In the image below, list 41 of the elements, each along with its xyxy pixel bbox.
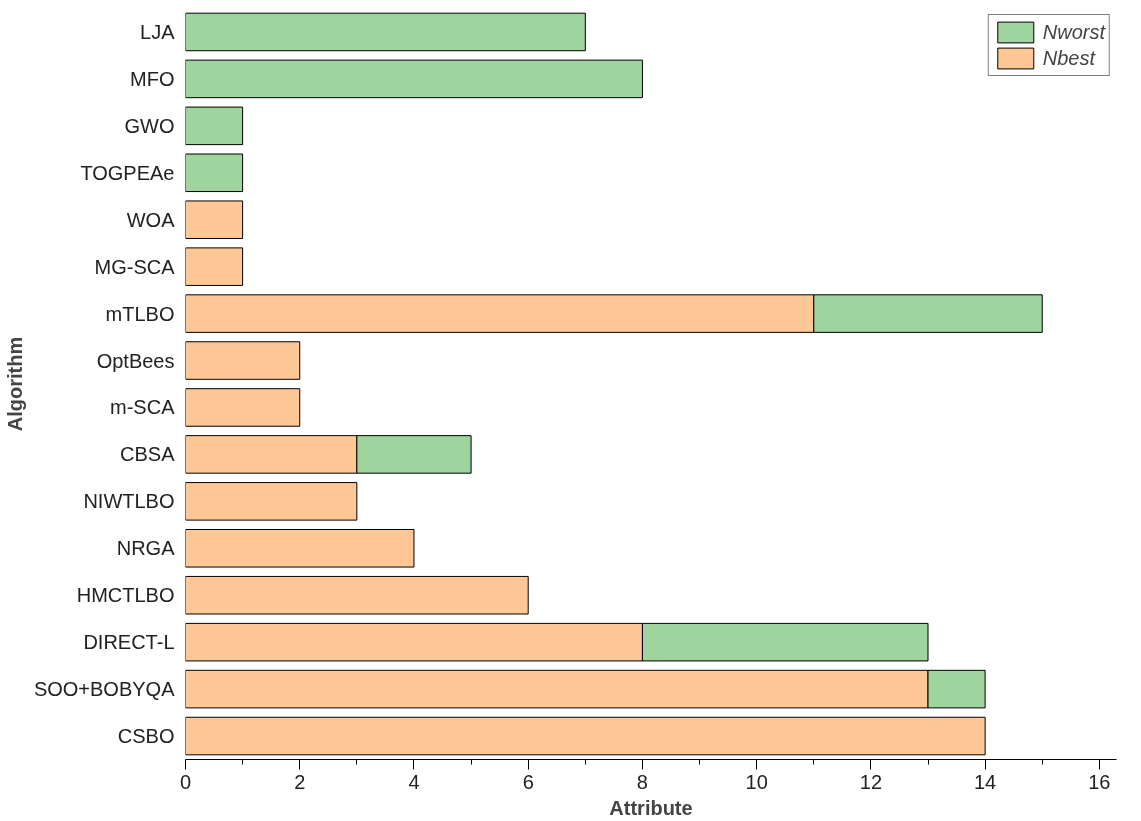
x-tick-label: 16 [1088, 770, 1111, 793]
x-tick-label: 2 [294, 770, 306, 793]
y-tick-label: m-SCA [110, 396, 176, 419]
bar [185, 341, 301, 380]
bar [185, 575, 529, 615]
y-tick-label: CSBO [117, 725, 175, 748]
y-tick-label: HMCTLBO [76, 584, 175, 607]
bar [185, 12, 586, 52]
y-tick-label: mTLBO [105, 302, 175, 325]
bar [185, 59, 643, 99]
y-tick-label: CBSA [120, 443, 176, 466]
x-tick-label: 10 [745, 770, 768, 793]
legend-label: Nbest [1042, 46, 1096, 70]
x-tick-label: 8 [636, 770, 648, 793]
bar [185, 388, 301, 427]
legend-label: Nworst [1042, 20, 1105, 44]
bar [185, 153, 244, 193]
x-tick-label: 14 [974, 770, 997, 793]
y-axis-title: Algorithm [3, 336, 26, 432]
y-tick-label: NRGA [116, 537, 176, 560]
y-tick-label: MFO [130, 67, 175, 90]
y-tick-label: NIWTLBO [83, 490, 175, 513]
bar [185, 247, 244, 286]
y-tick-label: TOGPEAe [80, 161, 175, 184]
bar [185, 529, 415, 568]
y-tick-label: DIRECT-L [83, 631, 175, 654]
y-tick-label: WOA [126, 208, 176, 231]
y-tick-label: LJA [140, 20, 176, 43]
y-tick-label: MG-SCA [94, 255, 176, 278]
x-tick-label: 6 [522, 770, 534, 793]
bar [185, 106, 244, 146]
y-tick-label: SOO+BOBYQA [33, 678, 176, 701]
bar [185, 716, 986, 756]
bar [185, 200, 244, 239]
bar [185, 482, 358, 521]
y-tick-label: GWO [124, 114, 175, 137]
x-tick-label: 0 [179, 770, 192, 793]
x-axis-title: Attribute [609, 796, 693, 819]
x-tick-label: 4 [408, 770, 420, 793]
y-tick-label: OptBees [96, 349, 175, 372]
x-tick-label: 12 [859, 770, 883, 793]
